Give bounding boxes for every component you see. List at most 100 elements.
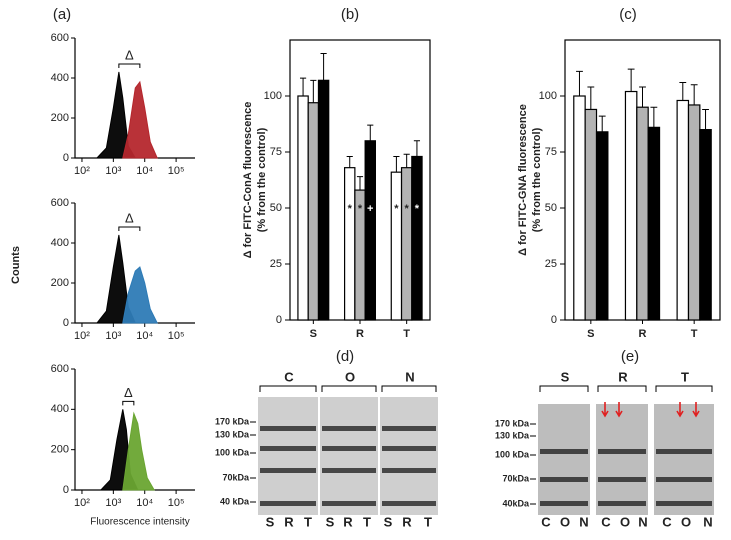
x-tick-label: 10⁴ (136, 165, 153, 177)
y-axis-label: (% from the control) (256, 127, 268, 232)
group-label: R (618, 369, 628, 384)
y-tick-label: 600 (51, 363, 69, 375)
error-bar (413, 140, 421, 157)
group-label: O (345, 369, 355, 384)
error-bar (627, 68, 635, 92)
x-tick-label: T (691, 328, 698, 340)
error-bar (679, 82, 687, 101)
error-bar (587, 86, 595, 110)
x-tick-label: 10³ (105, 165, 121, 177)
significance-marker: * (415, 203, 420, 215)
blot-band (382, 426, 436, 431)
size-marker: 130 kDa (215, 429, 250, 439)
blot-image (538, 404, 590, 515)
histogram (122, 80, 158, 159)
blot-image (596, 404, 648, 515)
blot-image (320, 397, 378, 515)
blot-image (258, 397, 318, 515)
blot-band (260, 426, 316, 431)
lane-label: N (703, 514, 712, 529)
y-tick-label: 0 (551, 314, 557, 326)
significance-marker: * (394, 203, 399, 215)
error-bar (367, 124, 374, 141)
error-bar (576, 70, 583, 96)
size-marker: 130 kDa (495, 430, 530, 440)
group-bracket (597, 385, 647, 392)
blot-band (540, 501, 588, 506)
red-arrow (615, 402, 623, 418)
bracket (118, 63, 141, 68)
x-tick-label: 10² (74, 330, 90, 342)
lane-label: O (681, 514, 691, 529)
group-label: S (561, 369, 570, 384)
blot-band (322, 426, 376, 431)
x-tick-label: S (587, 328, 594, 340)
lane-label: C (662, 514, 672, 529)
lane-label: S (326, 514, 335, 529)
x-tick-label: 10⁴ (136, 330, 153, 342)
group-bracket (539, 385, 589, 392)
x-tick-label: 10² (74, 497, 90, 509)
x-tick-label: T (403, 328, 410, 340)
lane-label: R (284, 514, 294, 529)
blot-band (260, 468, 316, 473)
panel-label: (c) (619, 6, 637, 23)
y-tick-label: 75 (545, 146, 557, 158)
x-tick-label: 10⁵ (168, 330, 185, 342)
bar (400, 167, 413, 321)
bar (636, 106, 649, 321)
x-tick-label: 10³ (105, 497, 121, 509)
blot-band (322, 468, 376, 473)
error-bar (403, 153, 410, 168)
error-bar (320, 52, 327, 81)
y-tick-label: 600 (51, 32, 69, 44)
x-tick-label: 10⁴ (136, 497, 153, 509)
lane-label: S (384, 514, 393, 529)
significance-marker: * (358, 203, 363, 215)
bar (344, 167, 356, 321)
blot-image (654, 404, 714, 515)
bar (307, 102, 320, 321)
y-axis-label: (% from the control) (531, 127, 543, 232)
blot-band (260, 501, 316, 506)
histogram (122, 411, 156, 491)
blot-band (382, 446, 436, 451)
y-tick-label: 200 (51, 112, 69, 124)
group-label: C (284, 369, 294, 384)
bar (624, 90, 638, 321)
red-arrow (601, 402, 609, 418)
bar (411, 155, 423, 321)
panel-label: (a) (53, 6, 71, 23)
bar (647, 126, 661, 321)
y-tick-label: 0 (63, 317, 69, 329)
x-tick-label: 10³ (105, 330, 121, 342)
red-arrow (676, 402, 684, 418)
bar (699, 129, 712, 321)
lane-label: N (638, 514, 647, 529)
y-tick-label: 400 (51, 403, 69, 415)
group-bracket (381, 385, 437, 392)
panel-label: (b) (341, 6, 359, 23)
lane-label: T (363, 514, 371, 529)
y-tick-label: 25 (545, 258, 557, 270)
significance-marker: * (348, 203, 353, 215)
lane-label: N (579, 514, 588, 529)
y-tick-label: 600 (51, 197, 69, 209)
blot-band (598, 501, 646, 506)
size-marker: 170 kDa (495, 418, 530, 428)
annotation: Δ (124, 385, 133, 400)
error-bar (598, 115, 606, 132)
blot-band (382, 468, 436, 473)
error-bar (702, 108, 709, 130)
y-tick-label: 50 (270, 202, 282, 214)
bar (317, 79, 330, 321)
y-tick-label: 200 (51, 277, 69, 289)
y-tick-label: 0 (63, 152, 69, 164)
lane-label: O (560, 514, 570, 529)
x-tick-label: R (639, 328, 647, 340)
lane-label: C (541, 514, 551, 529)
bar (595, 131, 609, 321)
error-bar (346, 155, 353, 168)
bracket (118, 226, 141, 231)
group-label: T (681, 369, 689, 384)
